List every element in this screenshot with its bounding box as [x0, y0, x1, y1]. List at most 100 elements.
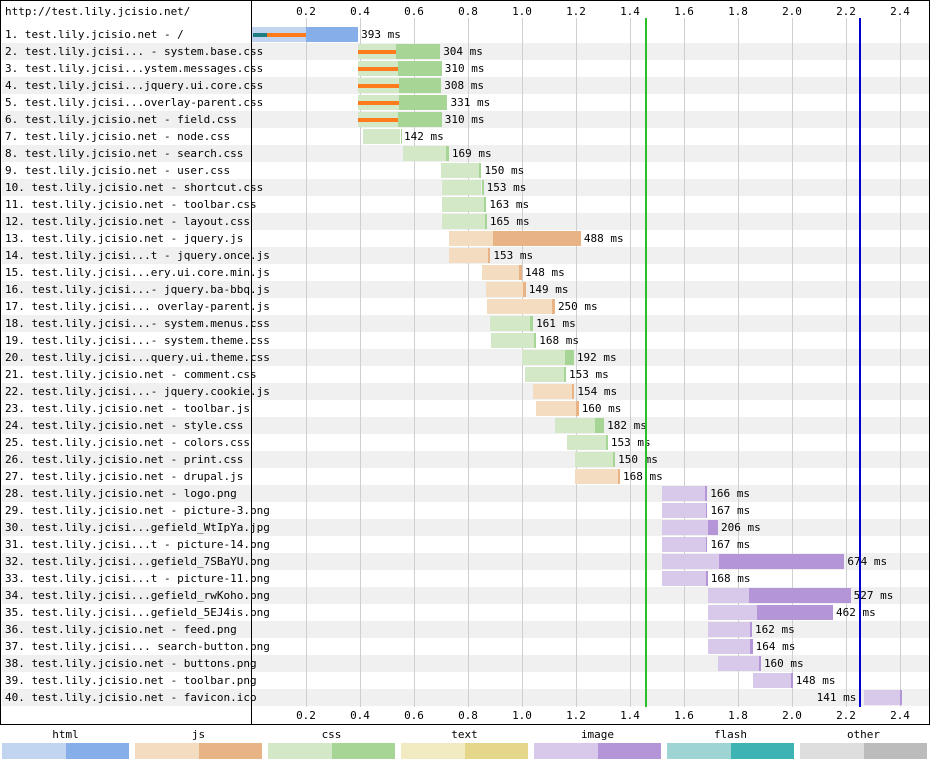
request-label: 22. test.lily.jcisi...- jquery.cookie.js — [5, 385, 270, 398]
request-wait-segment — [708, 639, 751, 654]
request-label: 4. test.lily.jcisi...jquery.ui.core.css — [5, 79, 264, 92]
request-download-segment — [481, 180, 484, 195]
request-label: 32. test.lily.jcisi...gefield_7SBaYU.png — [5, 555, 270, 568]
legend-swatch-dark — [465, 743, 528, 759]
request-duration: 206 ms — [721, 521, 761, 534]
row-background — [2, 281, 929, 298]
gridline — [900, 18, 901, 707]
request-download-segment — [790, 673, 793, 688]
request-label: 36. test.lily.jcisio.net - feed.png — [5, 623, 237, 636]
request-wait-segment — [708, 588, 749, 603]
request-download-segment — [605, 435, 608, 450]
request-wait-segment — [449, 248, 489, 263]
request-duration: 141 ms — [816, 691, 857, 704]
request-wait-segment — [708, 622, 751, 637]
request-duration: 160 ms — [763, 657, 804, 670]
connect-segment — [358, 118, 398, 122]
tick-label-bottom: 1.2 — [566, 709, 586, 722]
request-label: 21. test.lily.jcisio.net - comment.css — [5, 368, 257, 381]
request-wait-segment — [403, 146, 447, 161]
request-download-segment — [571, 384, 575, 399]
legend-swatch-dark — [731, 743, 794, 759]
request-label: 37. test.lily.jcisi... search-button.png — [5, 640, 270, 653]
request-download-segment — [446, 146, 449, 161]
connect-segment — [266, 33, 306, 37]
request-label: 38. test.lily.jcisio.net - buttons.png — [5, 657, 257, 670]
request-wait-segment — [482, 265, 520, 280]
legend-label: other — [846, 728, 881, 741]
request-wait-segment — [752, 673, 791, 688]
request-download-segment — [617, 469, 620, 484]
request-wait-segment — [485, 282, 524, 297]
request-wait-segment — [489, 316, 531, 331]
connect-segment — [358, 67, 398, 71]
request-wait-segment — [524, 367, 564, 382]
request-duration: 674 ms — [847, 555, 888, 568]
tick-label-bottom: 2.4 — [890, 709, 910, 722]
request-label: 12. test.lily.jcisio.net - layout.css — [5, 215, 251, 228]
request-download-segment — [594, 418, 605, 433]
request-download-segment — [705, 503, 708, 518]
request-download-segment — [534, 333, 537, 348]
legend-item-css: css — [268, 724, 395, 760]
request-wait-segment — [487, 299, 552, 314]
legend-label: text — [451, 728, 478, 741]
request-label: 27. test.lily.jcisio.net - drupal.js — [5, 470, 244, 483]
request-download-segment — [705, 486, 708, 501]
row-background — [2, 43, 929, 60]
request-download-segment — [488, 248, 491, 263]
request-wait-segment — [490, 333, 535, 348]
request-wait-segment — [442, 180, 482, 195]
request-duration: 154 ms — [577, 385, 618, 398]
tick-label-bottom: 0.4 — [350, 709, 370, 722]
request-label: 34. test.lily.jcisi...gefield_rwKoho.png — [5, 589, 270, 602]
request-duration: 148 ms — [795, 674, 836, 687]
request-duration: 163 ms — [489, 198, 530, 211]
legend-swatch-light — [534, 743, 598, 759]
legend-swatch-light — [667, 743, 731, 759]
gridline — [846, 18, 847, 707]
gridline — [792, 18, 793, 707]
request-wait-segment — [566, 435, 606, 450]
legend-item-other: other — [800, 724, 927, 760]
request-label: 14. test.lily.jcisi...t - jquery.once.js — [5, 249, 270, 262]
request-download-segment — [519, 265, 522, 280]
request-label: 15. test.lily.jcisi...ery.ui.core.min.js — [5, 266, 270, 279]
tick-label-bottom: 1.8 — [728, 709, 748, 722]
request-download-segment — [484, 197, 487, 212]
legend-item-text: text — [401, 724, 528, 760]
row-background — [2, 77, 929, 94]
request-download-segment — [397, 61, 442, 76]
request-wait-segment — [522, 350, 566, 365]
content-type-legend: html js css text image flash other — [0, 724, 930, 760]
gridline — [684, 18, 685, 707]
request-duration: 304 ms — [443, 45, 483, 58]
request-wait-segment — [708, 605, 757, 620]
request-duration: 153 ms — [610, 436, 651, 449]
request-duration: 488 ms — [583, 232, 624, 245]
tick-label-bottom: 2.0 — [782, 709, 802, 722]
request-download-segment — [530, 316, 534, 331]
request-duration: 192 ms — [576, 351, 617, 364]
request-label: 8. test.lily.jcisio.net - search.css — [5, 147, 244, 160]
row-background — [2, 145, 929, 162]
legend-swatch-dark — [66, 743, 129, 759]
legend-swatch-light — [268, 743, 332, 759]
request-download-segment — [576, 401, 579, 416]
connect-segment — [358, 50, 397, 54]
request-wait-segment — [662, 554, 720, 569]
request-label: 31. test.lily.jcisi...t - picture-14.png — [5, 538, 270, 551]
request-download-segment — [396, 44, 441, 59]
request-download-segment — [399, 78, 442, 93]
request-download-segment — [397, 112, 442, 127]
legend-item-html: html — [2, 724, 129, 760]
request-duration: 150 ms — [484, 164, 525, 177]
legend-swatch-dark — [199, 743, 262, 759]
request-label: 39. test.lily.jcisio.net - toolbar.png — [5, 674, 257, 687]
legend-label: image — [580, 728, 615, 741]
request-label: 5. test.lily.jcisi...overlay-parent.css — [5, 96, 264, 109]
request-wait-segment — [442, 197, 485, 212]
request-download-segment — [748, 588, 851, 603]
request-wait-segment — [554, 418, 595, 433]
legend-item-js: js — [135, 724, 262, 760]
